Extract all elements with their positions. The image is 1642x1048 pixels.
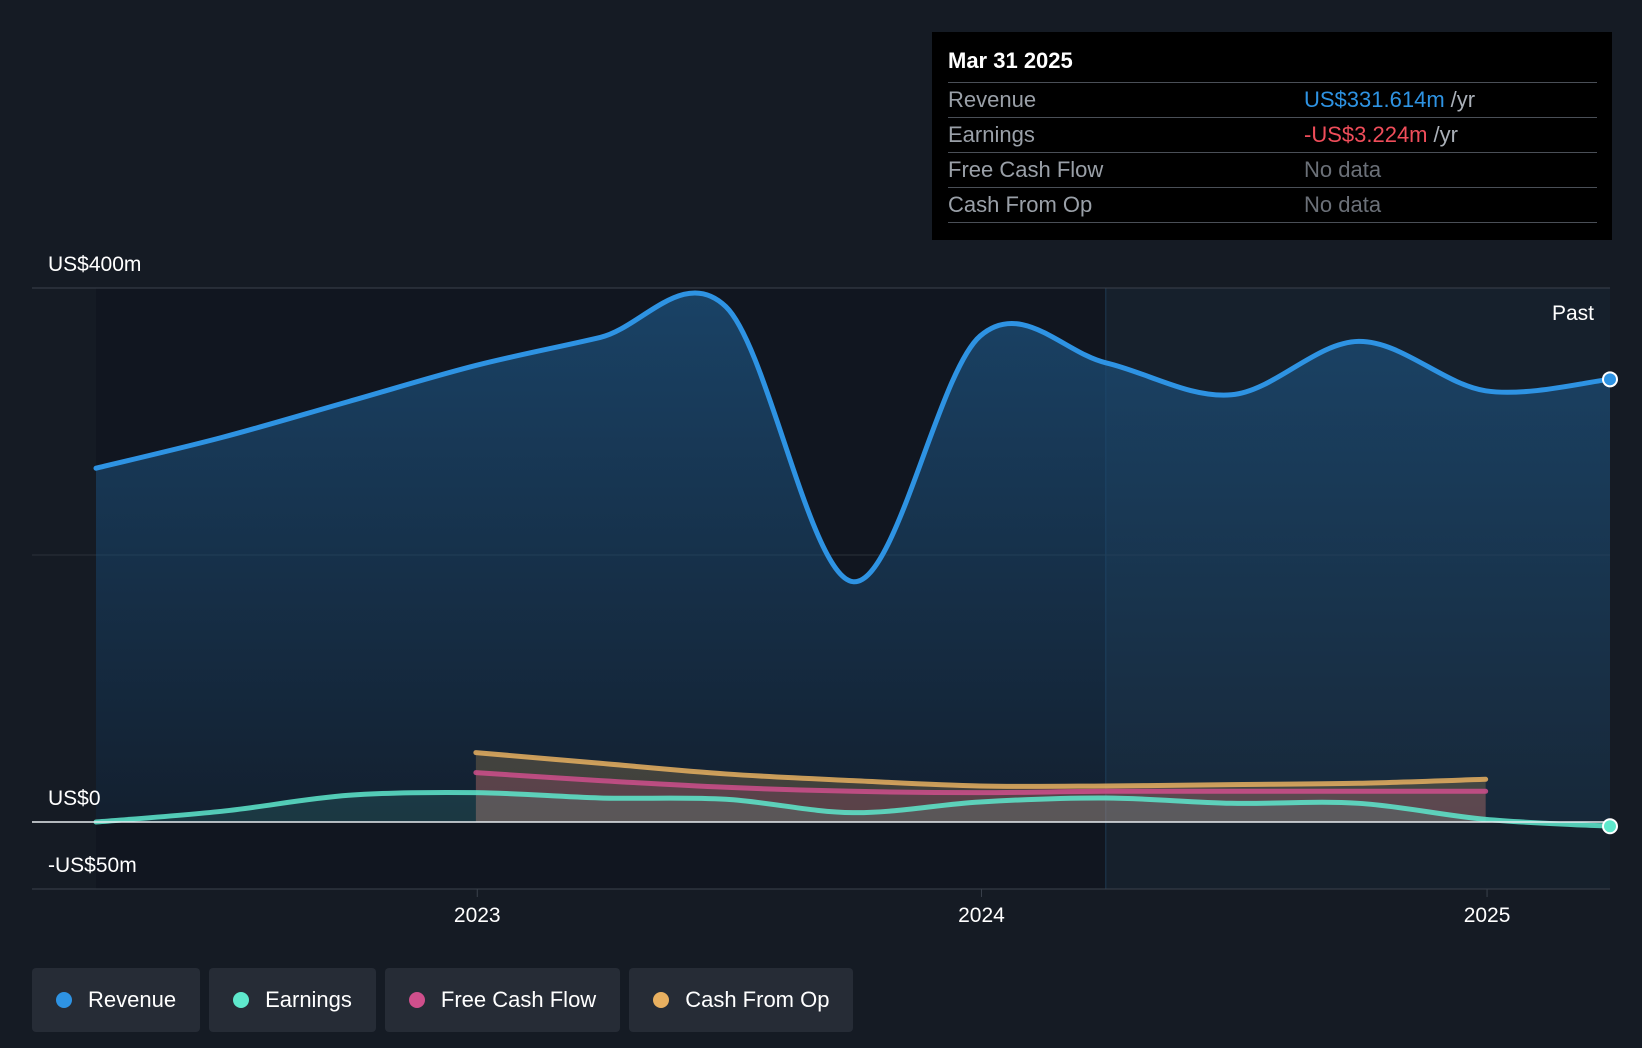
tooltip: Mar 31 2025 Revenue US$331.614m/yr Earni… (932, 32, 1612, 240)
tooltip-value: US$331.614m (1304, 87, 1445, 112)
revenue-line (93, 290, 1613, 585)
y-label-bottom: -US$50m (48, 854, 137, 877)
y-label-zero: US$0 (48, 787, 101, 810)
revenue-endpoint (1602, 371, 1618, 388)
x-tick-label: 2023 (454, 904, 501, 927)
tooltip-unit: /yr (1433, 122, 1458, 147)
tooltip-row-earnings: Earnings -US$3.224m/yr (948, 117, 1597, 152)
tooltip-label: Free Cash Flow (948, 157, 1104, 182)
x-tick-label: 2024 (958, 904, 1005, 927)
revenue-dot-icon (56, 992, 72, 1008)
earnings-endpoint (1602, 818, 1618, 835)
free-cash-flow-dot-icon (408, 992, 425, 1008)
tooltip-label: Revenue (948, 87, 1037, 112)
legend-item-free-cash-flow[interactable]: Free Cash Flow (384, 968, 621, 1032)
tooltip-date: Mar 31 2025 (948, 48, 1073, 73)
revenue-area (96, 292, 1610, 822)
tooltip-value: -US$3.224m (1304, 122, 1428, 147)
tooltip-label: Earnings (948, 122, 1035, 147)
legend-label: Cash From Op (685, 987, 830, 1012)
legend-label: Earnings (265, 987, 352, 1012)
legend-item-revenue[interactable]: Revenue (32, 968, 201, 1032)
tooltip-row-revenue: Revenue US$331.614m/yr (948, 82, 1597, 117)
tooltip-value: No data (1304, 157, 1382, 182)
earnings-line (93, 789, 1613, 829)
tooltip-row-cash-from-op: Cash From Op No data (948, 187, 1597, 223)
legend-item-earnings[interactable]: Earnings (209, 968, 376, 1032)
x-tick-label: 2025 (1464, 904, 1511, 927)
legend-item-cash-from-op[interactable]: Cash From Op (629, 968, 854, 1032)
legend-label: Free Cash Flow (440, 987, 597, 1012)
tooltip-unit: /yr (1450, 87, 1476, 112)
past-label: Past (1552, 302, 1594, 325)
tooltip-label: Cash From Op (948, 192, 1093, 217)
legend-label: Revenue (88, 987, 177, 1012)
earnings-area (96, 792, 1610, 827)
cash-from-op-line (473, 750, 1489, 789)
tooltip-row-free-cash-flow: Free Cash Flow No data (948, 152, 1597, 187)
earnings-dot-icon (233, 992, 250, 1008)
free-cash-flow-area (475, 772, 1486, 822)
cash-from-op-dot-icon (653, 992, 670, 1008)
tooltip-value: No data (1304, 192, 1382, 217)
free-cash-flow-line (473, 770, 1489, 796)
y-label-top: US$400m (48, 253, 141, 276)
legend: Revenue Earnings Free Cash Flow Cash Fro… (32, 968, 854, 1032)
